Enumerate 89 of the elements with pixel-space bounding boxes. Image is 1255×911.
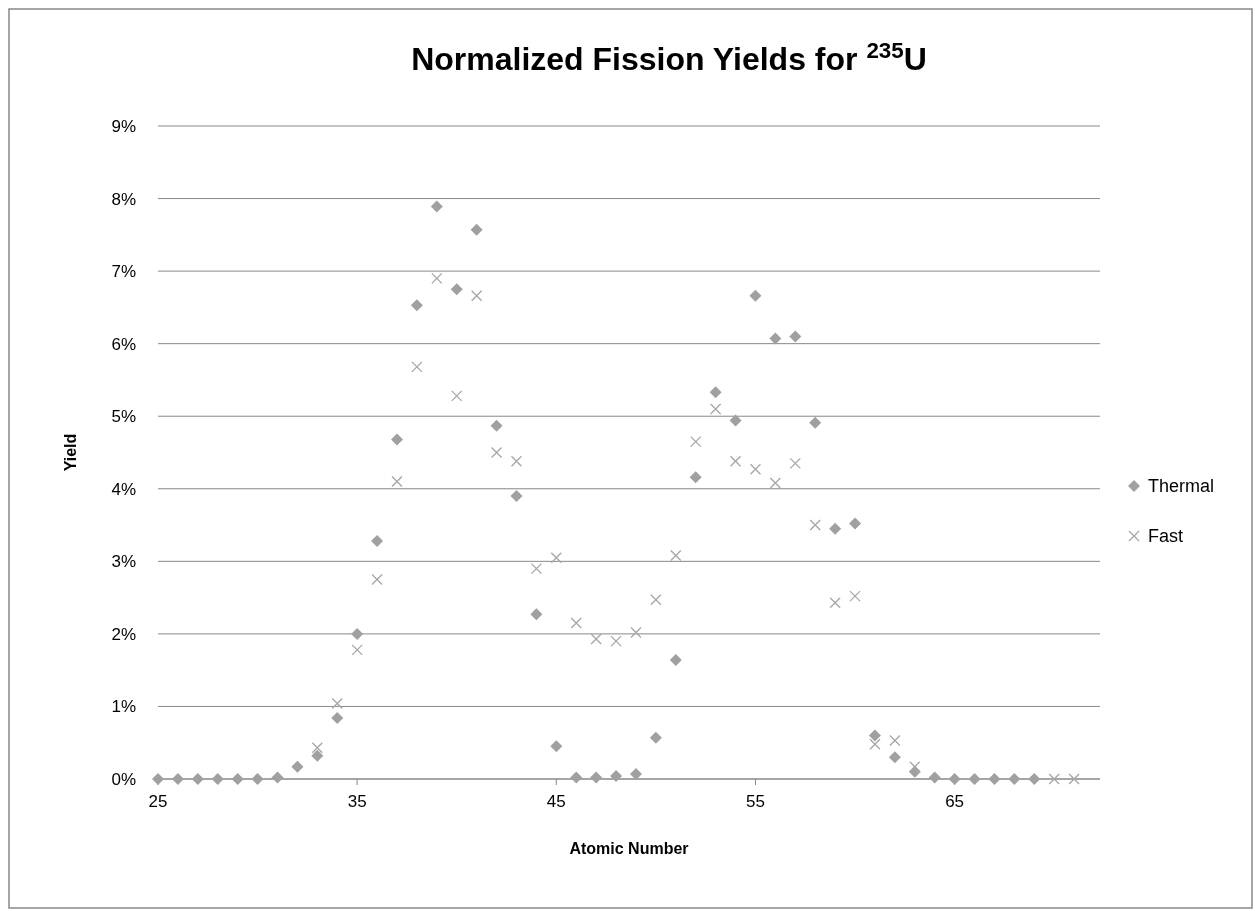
point: [789, 457, 801, 470]
point: [968, 773, 981, 785]
point: [530, 562, 543, 575]
point: [669, 654, 682, 667]
point: [650, 594, 662, 606]
point: [510, 490, 523, 503]
point: [769, 332, 782, 345]
point: [490, 446, 503, 459]
y-tick-label: 4%: [111, 479, 136, 499]
point: [390, 433, 403, 446]
point: [829, 597, 841, 609]
point: [630, 626, 642, 639]
y-tick-label: 5%: [111, 407, 136, 427]
point: [690, 435, 702, 448]
point: [948, 773, 961, 785]
point: [410, 299, 423, 312]
y-tick-label: 8%: [111, 189, 136, 209]
point: [849, 517, 862, 530]
point: [869, 738, 881, 750]
point: [431, 272, 443, 285]
point: [331, 712, 344, 725]
point: [729, 414, 742, 427]
point: [470, 223, 483, 236]
point: [829, 522, 842, 535]
point: [1068, 773, 1080, 785]
point: [689, 471, 702, 484]
legend-label: Fast: [1148, 526, 1184, 546]
point: [709, 386, 722, 399]
point: [889, 734, 901, 747]
x-tick-label: 65: [945, 792, 965, 811]
point: [649, 731, 662, 744]
point: [670, 549, 682, 562]
x-tick-label: 55: [746, 792, 765, 811]
y-tick-label: 3%: [111, 552, 136, 572]
point: [749, 463, 762, 475]
point: [490, 419, 503, 432]
point: [709, 403, 722, 415]
y-tick-label: 0%: [111, 770, 136, 789]
point: [570, 771, 583, 784]
point: [351, 627, 364, 640]
point: [769, 477, 782, 489]
point: [411, 361, 423, 373]
point: [430, 200, 443, 213]
y-tick-label: 6%: [111, 334, 136, 354]
point: [590, 771, 603, 784]
point: [610, 770, 623, 783]
point: [331, 697, 343, 710]
point: [311, 749, 324, 762]
x-tick-label: 45: [546, 792, 566, 811]
point: [988, 773, 1001, 785]
point: [749, 289, 762, 302]
point: [311, 742, 323, 754]
point: [550, 740, 563, 753]
point: [451, 390, 463, 402]
point: [849, 590, 861, 602]
point: [570, 617, 582, 629]
point: [1048, 773, 1060, 785]
point: [789, 330, 802, 343]
point: [510, 455, 523, 467]
point: [809, 519, 821, 531]
point: [629, 767, 642, 780]
y-axis-title: Yield: [62, 433, 79, 472]
point: [271, 771, 284, 784]
point: [550, 552, 562, 564]
point: [291, 760, 304, 773]
point: [251, 773, 264, 785]
y-tick-label: 7%: [111, 262, 136, 282]
x-axis-title: Atomic Number: [569, 840, 689, 857]
point: [530, 608, 543, 621]
y-tick-label: 9%: [111, 117, 136, 136]
point: [391, 475, 403, 488]
point: [450, 283, 463, 296]
point: [888, 751, 901, 764]
point: [371, 535, 384, 548]
point: [351, 644, 363, 656]
legend-label: Thermal: [1148, 476, 1215, 496]
point: [809, 416, 822, 429]
y-tick-label: 1%: [111, 697, 136, 717]
point: [928, 771, 941, 784]
y-tick-label: 2%: [111, 624, 136, 644]
point: [590, 633, 602, 645]
chart-title: Normalized Fission Yields for $^{235}$U: [411, 37, 927, 77]
point: [471, 290, 483, 302]
point: [610, 635, 622, 647]
point: [868, 729, 881, 742]
point: [729, 455, 742, 467]
point: [371, 573, 383, 586]
x-tick-label: 35: [347, 792, 367, 811]
x-tick-label: 25: [148, 792, 168, 811]
